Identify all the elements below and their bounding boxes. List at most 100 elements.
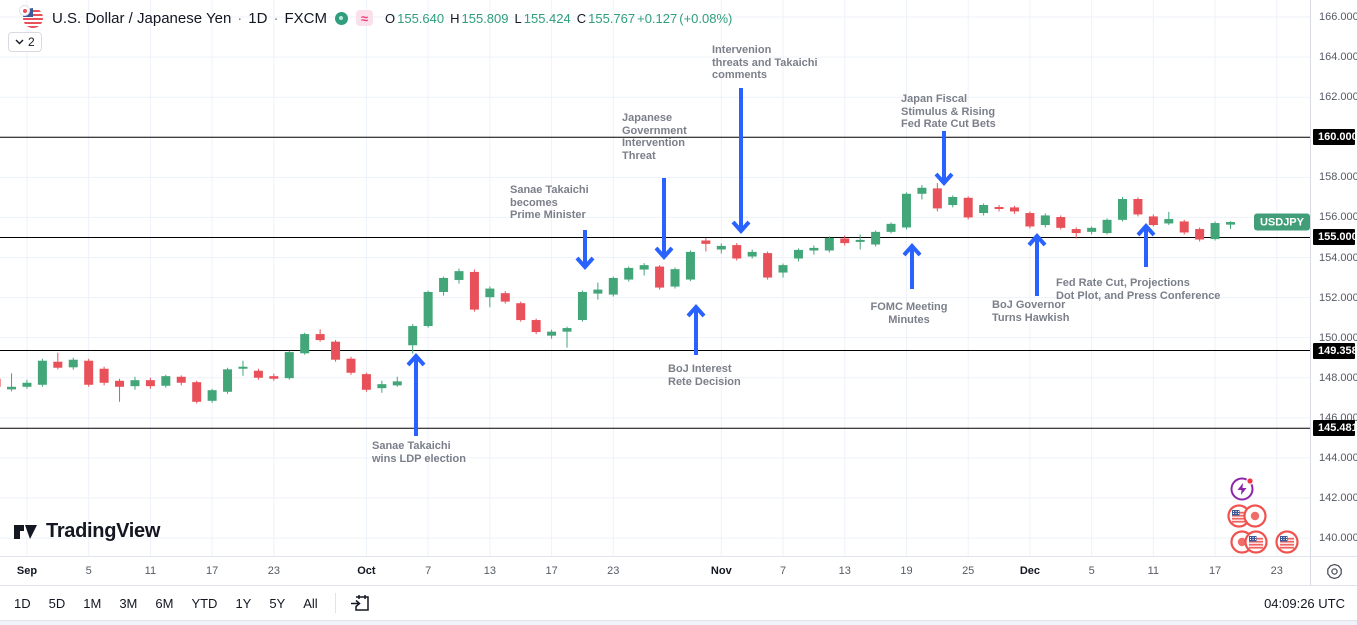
time-axis-tick: Nov: [710, 565, 732, 577]
annotation-arrow-jp-government-intervention-threat[interactable]: [654, 178, 674, 261]
candle: [115, 378, 125, 402]
us-flag-star: [1283, 537, 1285, 538]
arrow-head: [654, 246, 674, 261]
annotation-fomc-meeting-minutes[interactable]: FOMC Meeting Minutes: [871, 301, 948, 326]
candle-body: [315, 334, 325, 341]
range-button-1y[interactable]: 1Y: [235, 595, 252, 611]
annotation-arrow-fomc-meeting-minutes[interactable]: [902, 242, 922, 289]
annotation-arrow-fed-rate-cut-projections[interactable]: [1136, 222, 1156, 267]
candle: [1164, 211, 1174, 226]
candle: [0, 378, 1, 387]
annotation-sanae-wins-ldp[interactable]: Sanae Takaichi wins LDP election: [372, 440, 466, 465]
approx-data-icon[interactable]: ≈: [355, 10, 373, 26]
economic-event-flag-us-icon[interactable]: [1227, 504, 1251, 528]
annotation-fed-rate-cut-projections[interactable]: Fed Rate Cut, Projections Dot Plot, and P…: [1056, 277, 1220, 302]
price-level-badge: 155.000: [1313, 229, 1357, 246]
annotation-arrow-intervenion-threats-takaichi-comments[interactable]: [731, 88, 751, 235]
range-button-5d[interactable]: 5D: [48, 595, 66, 611]
us-flag-star: [1238, 513, 1239, 514]
candle: [7, 373, 17, 392]
candle: [145, 377, 155, 389]
candle: [994, 205, 1004, 212]
timeframe-label[interactable]: 1D: [248, 9, 268, 27]
range-button-all[interactable]: All: [303, 595, 318, 611]
annotation-line: Sanae Takaichi: [510, 184, 589, 196]
candle: [1087, 226, 1097, 235]
range-button-1d[interactable]: 1D: [14, 595, 31, 611]
economic-event-energy-icon[interactable]: [1230, 477, 1254, 501]
time-axis[interactable]: Sep 5 11 17 23 Oct 7 13 17 23 Nov 7 13 19 25 Dec 5 11 17 23: [0, 556, 1310, 585]
indicators-collapse-button[interactable]: 2: [8, 32, 42, 52]
annotation-sanae-becomes-pm[interactable]: Sanae Takaichi becomes Prime Minister: [510, 184, 589, 222]
annotation-line: threats and Takaichi: [712, 56, 818, 69]
bottom-strip: [0, 620, 1357, 625]
exchange-label[interactable]: FXCM: [284, 9, 327, 27]
candle-body: [161, 376, 171, 386]
annotation-boj-governor-turns-hawkish[interactable]: BoJ Governor Turns Hawkish: [992, 299, 1069, 324]
candle-body: [0, 378, 1, 387]
us-flag-star: [1252, 539, 1254, 540]
tradingview-logo[interactable]: TradingView: [12, 518, 160, 545]
candle-body: [238, 366, 248, 369]
candle: [886, 222, 896, 234]
candle-body: [392, 381, 402, 386]
annotation-arrow-sanae-becomes-pm[interactable]: [575, 230, 595, 271]
candle-body: [1025, 213, 1035, 227]
range-button-3m[interactable]: 3M: [119, 595, 138, 611]
range-button-6m[interactable]: 6M: [155, 595, 174, 611]
annotation-jp-government-intervention-threat[interactable]: Japanese Government Intervention Threat: [622, 112, 687, 162]
candle-body: [747, 251, 757, 257]
annotation-line: Turns Hawkish: [992, 311, 1070, 324]
server-clock[interactable]: 04:09:26 UTC: [1264, 595, 1345, 611]
candle: [979, 203, 989, 216]
annotation-boj-interest-rate-decision[interactable]: BoJ Interest Rete Decision: [668, 363, 741, 388]
candle-body: [886, 223, 896, 232]
candlestick-chart[interactable]: [0, 0, 1310, 556]
range-button-ytd[interactable]: YTD: [191, 595, 218, 611]
economic-event-flag-us-icon[interactable]: [1275, 530, 1299, 554]
candle: [1009, 205, 1019, 214]
candle: [84, 358, 94, 387]
annotation-arrow-boj-governor-turns-hawkish[interactable]: [1027, 232, 1047, 296]
candle-body: [793, 249, 803, 259]
candle-body: [223, 369, 233, 392]
us-flag-stripe: [1280, 540, 1294, 543]
symbol-price-badge[interactable]: USDJPY: [1253, 213, 1310, 231]
candle: [469, 269, 479, 312]
us-flag-star: [1233, 513, 1234, 514]
price-axis-tick: 164.000: [1319, 51, 1357, 64]
candle: [315, 329, 325, 342]
candle: [824, 236, 834, 253]
candle-body: [901, 193, 911, 228]
symbol-legend[interactable]: U.S. Dollar / Japanese Yen · 1D · FXCM ≈…: [19, 5, 732, 29]
candle-body: [269, 376, 279, 379]
price-axis-tick: 142.000: [1319, 491, 1357, 504]
symbol-title[interactable]: U.S. Dollar / Japanese Yen: [52, 9, 232, 27]
range-button-1m[interactable]: 1M: [83, 595, 102, 611]
chart-pane[interactable]: Sanae Takaichi wins LDP election Sanae Tak…: [0, 0, 1310, 556]
candle: [377, 380, 387, 393]
annotation-line: Prime Minister: [510, 209, 586, 221]
market-status-icon[interactable]: [334, 11, 348, 25]
range-button-5y[interactable]: 5Y: [269, 595, 286, 611]
annotation-arrow-boj-interest-rate-decision[interactable]: [686, 303, 706, 355]
us-flag-star: [1286, 539, 1287, 540]
go-to-date-button[interactable]: [344, 591, 377, 615]
axis-settings-corner[interactable]: [1310, 556, 1357, 585]
economic-event-flag-us-icon[interactable]: [1244, 530, 1268, 554]
annotation-intervenion-threats-takaichi-comments[interactable]: Intervenion threats and Takaichi comments: [712, 44, 818, 82]
calendar-arrow-icon: [350, 595, 369, 611]
candle-body: [639, 265, 649, 270]
economic-event-flag-jp-icon[interactable]: [1243, 504, 1267, 528]
us-flag-star: [1255, 537, 1256, 538]
tradingview-logo-text: TradingView: [46, 520, 161, 542]
price-axis-tick: 156.000: [1319, 211, 1357, 224]
high-label: H: [450, 10, 460, 26]
annotation-arrow-japan-fiscal-stimulus[interactable]: [934, 131, 954, 187]
annotation-arrow-sanae-wins-ldp[interactable]: [406, 352, 426, 436]
annotation-japan-fiscal-stimulus[interactable]: Japan Fiscal Stimulus & Rising Fed Rate Cu…: [901, 93, 996, 131]
price-axis[interactable]: 166.000 164.000 162.000 158.000 156.000 154.0…: [1310, 0, 1357, 585]
arrow-head: [1136, 222, 1156, 237]
time-axis-tick: 17: [545, 565, 558, 577]
candle-body: [1071, 229, 1081, 234]
